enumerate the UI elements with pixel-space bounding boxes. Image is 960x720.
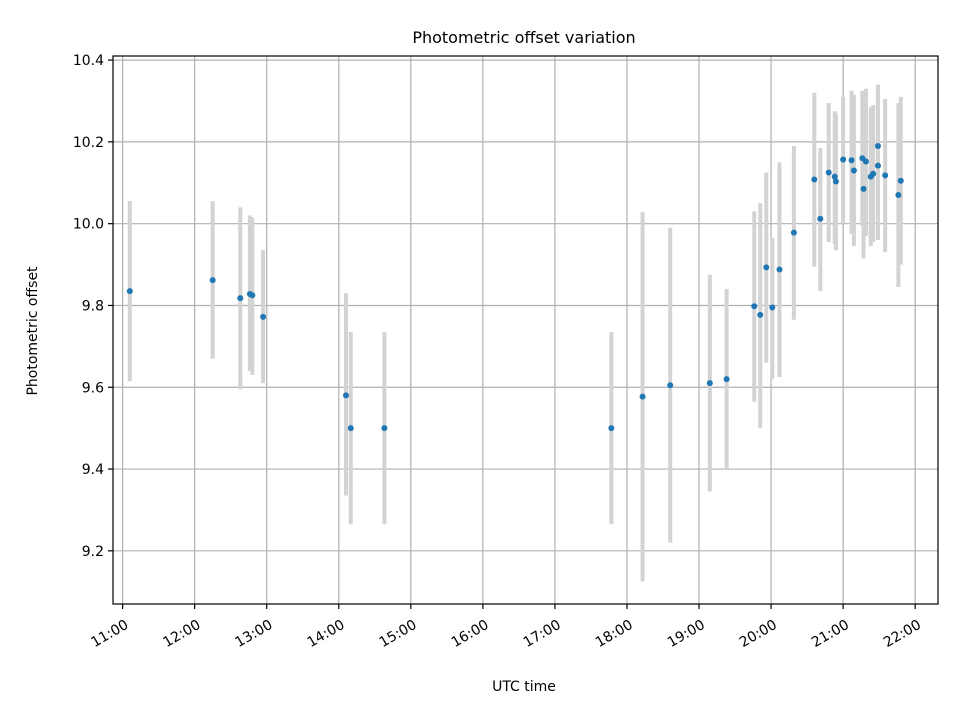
y-tick-label: 10.4 (73, 53, 104, 69)
chart-title: Photometric offset variation (412, 28, 635, 47)
data-point (850, 167, 857, 174)
data-point (862, 158, 869, 165)
y-tick-label: 9.2 (82, 544, 104, 560)
data-point (126, 288, 133, 295)
data-point (751, 303, 758, 310)
data-point (608, 425, 615, 432)
data-point (237, 295, 244, 302)
axes-frame (112, 55, 939, 605)
data-point (667, 382, 674, 389)
data-point (897, 177, 904, 184)
data-point (757, 311, 764, 318)
data-point (832, 178, 839, 185)
data-point (706, 380, 713, 387)
data-point (860, 185, 867, 192)
y-tick-label: 9.6 (82, 380, 104, 396)
data-point (776, 266, 783, 273)
y-axis-ticks: 9.2 9.4 9.6 9.8 10.0 10.2 10.4 (73, 53, 113, 560)
data-point (790, 229, 797, 236)
y-tick-label: 10.0 (73, 217, 104, 233)
data-point (882, 172, 889, 179)
y-axis-label: Photometric offset (25, 266, 41, 396)
y-tick-label: 9.4 (82, 462, 104, 478)
data-point (874, 142, 881, 149)
data-point (817, 215, 824, 222)
data-point (723, 376, 730, 383)
data-point (381, 425, 388, 432)
data-point (840, 156, 847, 163)
data-point (874, 162, 881, 169)
data-point (639, 393, 646, 400)
data-point (209, 277, 216, 284)
data-point (831, 173, 838, 180)
data-point (895, 192, 902, 199)
data-point (811, 176, 818, 183)
data-point (825, 169, 832, 176)
data-point (763, 264, 770, 271)
x-axis-label: UTC time (492, 679, 556, 695)
data-point (342, 392, 349, 399)
y-tick-label: 10.2 (73, 135, 104, 151)
data-point (249, 292, 256, 299)
data-point (870, 170, 877, 177)
data-point (848, 157, 855, 164)
data-points (126, 142, 904, 432)
data-point (260, 313, 267, 320)
data-point (347, 425, 354, 432)
y-tick-label: 9.8 (82, 298, 104, 314)
data-point (769, 304, 776, 311)
